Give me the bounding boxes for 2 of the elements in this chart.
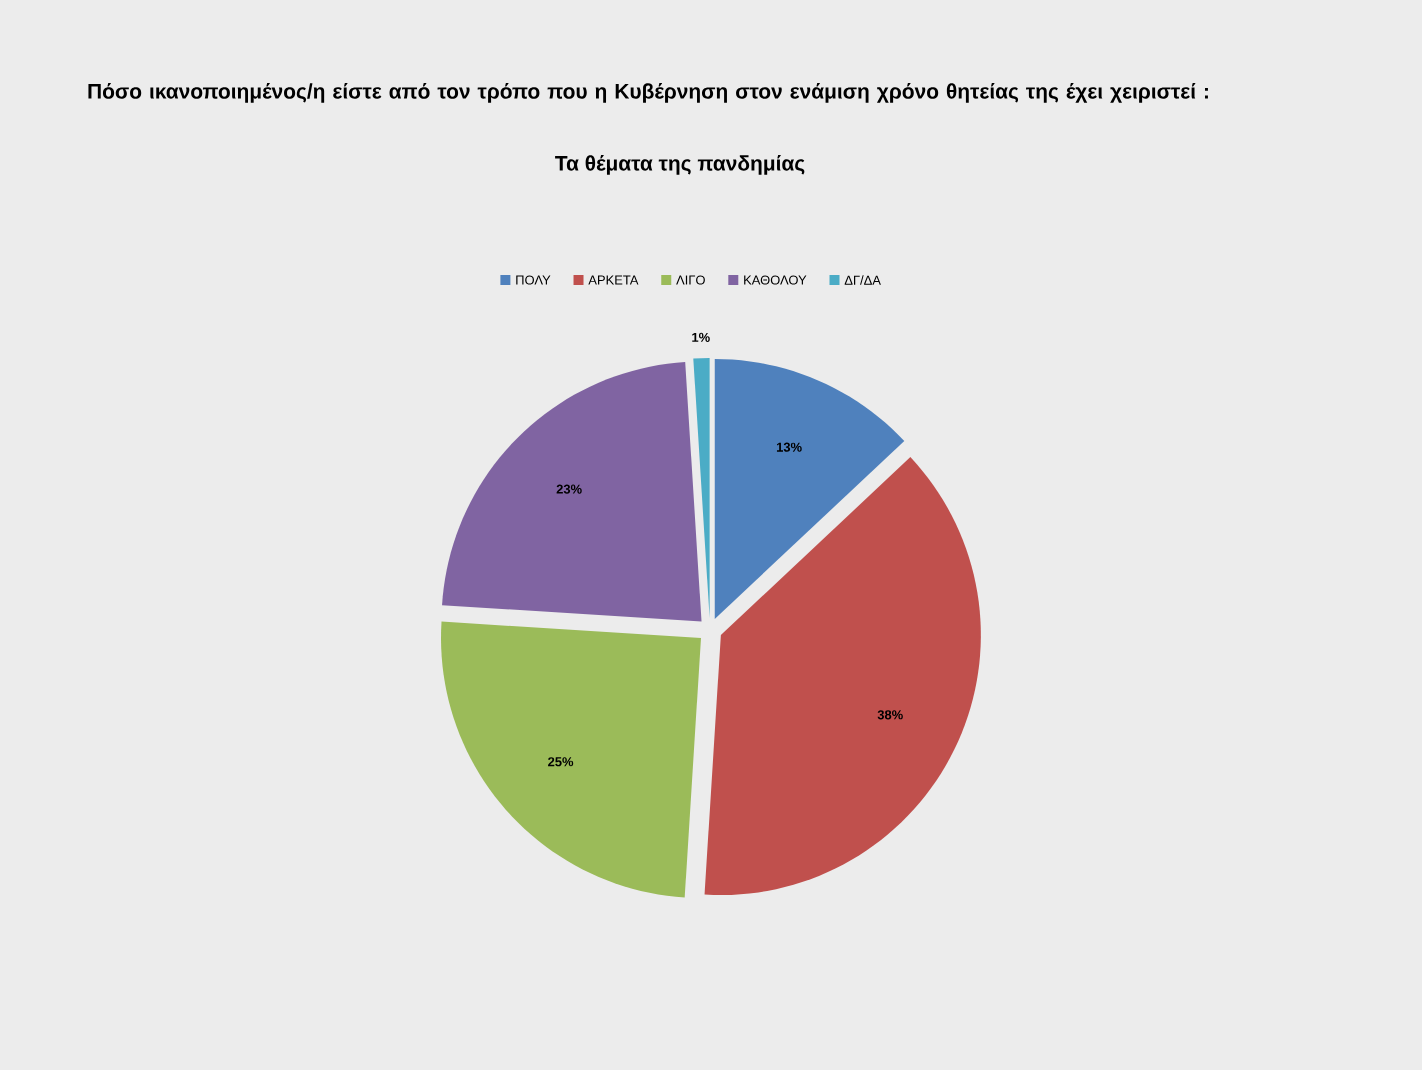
chart-subtitle: Τα θέματα της πανδημίας	[555, 155, 805, 175]
chart-title: Πόσο ικανοποιημένος/η είστε από τον τρόπο που η Κυβέρνηση στον ενάμιση χρόνο θητείας της έχει χειριστεί :	[88, 83, 1208, 103]
